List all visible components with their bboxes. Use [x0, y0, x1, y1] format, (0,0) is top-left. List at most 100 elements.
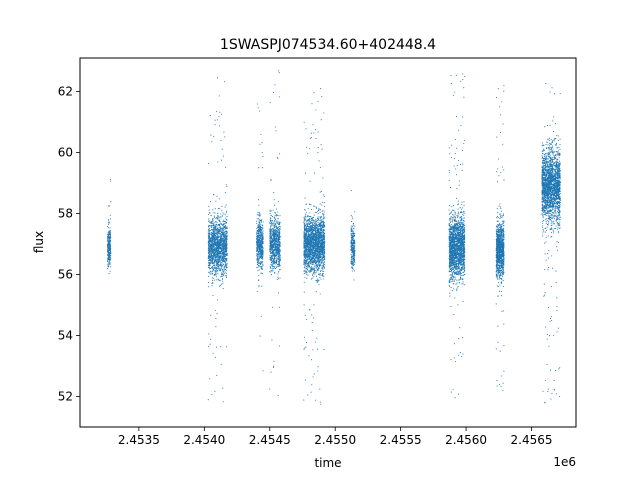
data-point	[273, 229, 275, 231]
data-point	[215, 279, 217, 281]
data-point	[261, 247, 263, 249]
data-point	[217, 254, 219, 256]
data-point	[208, 271, 210, 273]
data-point	[259, 143, 261, 145]
data-point	[278, 265, 280, 267]
data-point	[226, 231, 228, 233]
data-point	[225, 222, 227, 224]
data-point	[257, 107, 259, 109]
data-point	[277, 217, 279, 219]
data-point	[219, 239, 221, 241]
data-point	[262, 262, 264, 264]
data-point	[209, 248, 211, 251]
data-point	[259, 225, 261, 227]
data-point	[221, 227, 223, 229]
data-point	[210, 255, 212, 257]
data-point	[306, 253, 308, 255]
data-point	[223, 219, 225, 221]
data-point	[224, 256, 226, 258]
data-point	[215, 270, 217, 272]
data-point	[211, 279, 213, 282]
data-point	[221, 258, 223, 260]
data-point	[214, 266, 216, 268]
data-point	[219, 252, 221, 254]
data-point	[213, 262, 215, 264]
data-point	[220, 113, 222, 115]
data-point	[212, 218, 214, 220]
data-point	[312, 267, 314, 269]
data-point	[311, 244, 313, 246]
data-point	[270, 263, 272, 265]
data-point	[307, 231, 309, 233]
data-point	[259, 262, 261, 265]
data-point	[217, 215, 219, 217]
data-point	[224, 248, 226, 250]
data-point	[220, 345, 222, 347]
data-point	[107, 260, 109, 262]
data-point	[304, 219, 306, 221]
data-point	[310, 269, 312, 271]
data-point	[221, 251, 223, 253]
data-point	[208, 241, 210, 243]
data-point	[304, 250, 306, 252]
data-point	[215, 269, 217, 271]
data-point	[258, 223, 261, 225]
data-point	[109, 232, 111, 234]
data-point	[277, 276, 279, 278]
data-point	[213, 234, 215, 236]
data-point	[269, 223, 271, 225]
data-point	[214, 238, 216, 240]
data-point	[276, 260, 278, 262]
data-point	[209, 227, 211, 230]
data-point	[211, 282, 213, 285]
data-point	[261, 285, 263, 287]
data-point	[256, 264, 258, 266]
data-point	[209, 253, 212, 255]
data-point	[274, 212, 276, 214]
data-point	[211, 234, 213, 236]
data-point	[312, 272, 314, 274]
data-point	[262, 247, 264, 249]
data-point	[209, 245, 212, 248]
data-point	[276, 238, 278, 240]
data-point	[109, 262, 111, 264]
data-point	[207, 258, 209, 260]
data-point	[107, 227, 109, 229]
data-point	[305, 213, 307, 215]
data-point	[261, 265, 263, 267]
data-point	[273, 366, 275, 369]
data-point	[258, 274, 260, 277]
data-point	[217, 227, 219, 229]
data-point	[321, 259, 323, 261]
data-point	[208, 275, 210, 277]
data-point	[110, 242, 112, 244]
data-point	[225, 269, 227, 271]
data-point	[210, 271, 212, 273]
data-point	[222, 242, 224, 244]
data-point	[277, 259, 279, 261]
data-point	[226, 252, 228, 254]
data-point	[224, 257, 226, 259]
data-point	[274, 231, 276, 233]
data-point	[221, 148, 223, 150]
data-point	[217, 278, 219, 280]
data-point	[108, 241, 110, 243]
data-point	[269, 219, 271, 221]
data-point	[213, 275, 215, 277]
data-point	[277, 157, 279, 159]
data-point	[223, 250, 225, 252]
data-point	[217, 242, 220, 245]
data-point	[222, 252, 224, 254]
data-point	[318, 267, 320, 270]
data-point	[223, 228, 225, 230]
data-point	[109, 256, 111, 258]
data-point	[261, 235, 263, 237]
data-point	[277, 237, 279, 239]
data-point	[218, 246, 220, 248]
data-point	[223, 241, 225, 243]
data-point	[278, 225, 280, 228]
data-point	[319, 220, 321, 222]
data-point	[272, 235, 274, 237]
data-point	[314, 272, 316, 274]
data-point	[214, 252, 216, 254]
